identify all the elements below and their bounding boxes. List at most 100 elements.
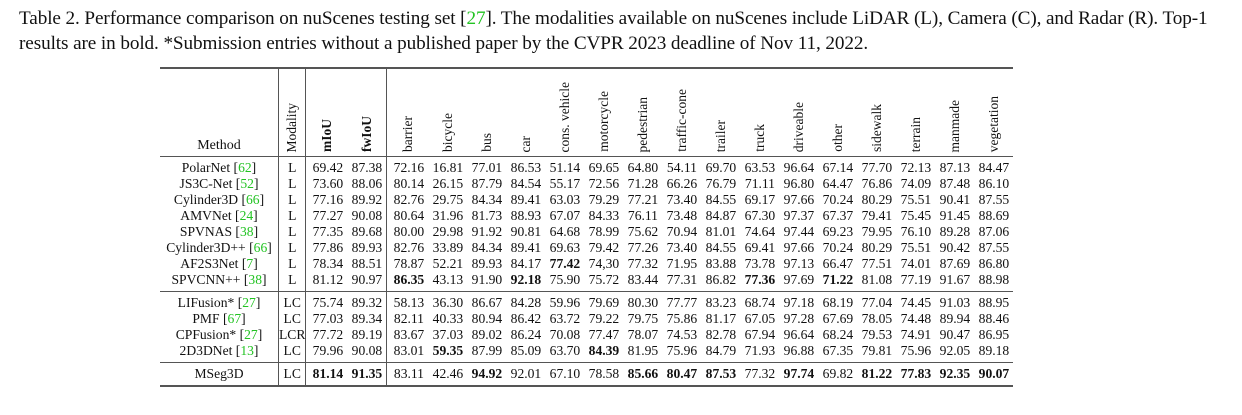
class-score-cell: 81.73 — [471, 208, 503, 223]
class-score-cell: 84.79 — [705, 343, 737, 358]
class-score-cell: 67.37 — [822, 208, 854, 223]
class-score-cell: 67.14 — [822, 160, 854, 175]
header-class-label: driveable — [791, 101, 807, 152]
class-score-cell: 80.00 — [386, 224, 429, 240]
header-class-vegetation: vegetation — [974, 68, 1013, 157]
class-score-cell: 97.66 — [783, 240, 815, 255]
modality-cell: L — [277, 208, 306, 224]
class-score-cell: 79.29 — [588, 192, 620, 207]
class-score-cell: 84.17 — [510, 256, 542, 271]
header-class-label: manmade — [947, 99, 963, 152]
fwiou-cell: 90.08 — [351, 343, 383, 358]
method-citation-link[interactable]: 27 — [242, 295, 256, 311]
method-citation-link[interactable]: 52 — [240, 176, 254, 192]
header-class-label: sidewalk — [869, 104, 885, 152]
class-score-cell: 90.41 — [939, 192, 971, 207]
class-score-cell: 29.98 — [432, 224, 464, 239]
class-score-cell: 84.34 — [471, 192, 503, 207]
header-class-pedestrian: pedestrian — [623, 68, 662, 157]
class-score-cell: 97.66 — [783, 192, 815, 207]
header-class-label: trailer — [713, 119, 729, 152]
class-score-cell: 80.29 — [861, 192, 893, 207]
method-name-cell: SPVNAS [38] — [179, 224, 259, 240]
class-score-cell: 59.96 — [549, 295, 581, 310]
class-score-cell: 70.24 — [822, 192, 854, 207]
class-score-cell: 97.13 — [783, 256, 815, 271]
class-score-cell: 73.78 — [744, 256, 776, 271]
class-score-cell: 29.75 — [432, 192, 464, 207]
class-score-cell: 88.93 — [510, 208, 542, 223]
caption-prefix: Table 2. Performance comparison on nuSce… — [19, 8, 467, 29]
miou-cell: 69.42 — [305, 156, 348, 176]
class-score-cell: 88.98 — [978, 272, 1010, 287]
class-score-cell: 51.14 — [549, 160, 581, 175]
fwiou-cell: 91.35 — [351, 366, 383, 381]
class-score-cell: 69.17 — [744, 192, 776, 207]
method-name: AMVNet — [180, 208, 232, 224]
class-score-cell: 83.01 — [386, 343, 429, 363]
class-score-cell: 78.05 — [861, 311, 893, 326]
fwiou-cell: 89.92 — [351, 192, 383, 207]
citation-link[interactable]: 27 — [466, 8, 486, 29]
class-score-cell: 71.95 — [666, 256, 698, 271]
method-citation-link[interactable]: 24 — [239, 208, 254, 224]
method-citation-link[interactable]: 62 — [238, 160, 252, 176]
method-name: 2D3DNet — [179, 343, 233, 359]
class-score-cell: 72.56 — [588, 176, 620, 191]
class-score-cell: 97.69 — [783, 272, 815, 287]
class-score-cell: 87.53 — [705, 366, 737, 381]
class-score-cell: 96.64 — [783, 160, 815, 175]
method-name-cell: AF2S3Net [7] — [180, 256, 258, 272]
header-class-driveable: driveable — [779, 68, 818, 157]
method-citation-link[interactable]: 13 — [240, 343, 254, 359]
class-score-cell: 83.23 — [705, 295, 737, 310]
class-score-cell: 96.64 — [783, 327, 815, 342]
modality-cell: L — [277, 256, 306, 272]
class-score-cell: 37.03 — [432, 327, 464, 342]
modality-cell: L — [277, 224, 306, 240]
class-score-cell: 74.09 — [900, 176, 932, 191]
header-class-trailer: trailer — [701, 68, 740, 157]
class-score-cell: 81.22 — [861, 366, 893, 381]
method-citation-link[interactable]: 66 — [246, 192, 260, 208]
class-score-cell: 78.87 — [386, 256, 429, 272]
class-score-cell: 85.09 — [510, 343, 542, 358]
class-score-cell: 74.01 — [900, 256, 932, 271]
class-score-cell: 76.79 — [705, 176, 737, 191]
class-score-cell: 79.53 — [861, 327, 893, 342]
class-score-cell: 16.81 — [432, 160, 464, 175]
class-score-cell: 79.95 — [861, 224, 893, 239]
class-score-cell: 73.48 — [666, 208, 698, 223]
method-name: Cylinder3D++ — [166, 240, 246, 256]
class-score-cell: 71.28 — [627, 176, 659, 191]
fwiou-cell: 89.68 — [351, 224, 383, 239]
method-citation-link[interactable]: 7 — [246, 256, 254, 272]
class-score-cell: 75.72 — [588, 272, 620, 287]
table-row: LIFusion* [27] LC 75.74 89.32 58.13 36.30 86.6… — [160, 291, 1014, 311]
class-score-cell: 74.91 — [900, 327, 932, 342]
class-score-cell: 91.90 — [471, 272, 503, 287]
method-name-cell: Cylinder3D [66] — [173, 192, 265, 208]
class-score-cell: 90.42 — [939, 240, 971, 255]
header-modality: Modality — [277, 68, 306, 157]
method-name: SPVNAS — [179, 224, 233, 240]
class-score-cell: 67.05 — [744, 311, 776, 326]
header-class-cons-vehicle: cons. vehicle — [545, 68, 584, 157]
class-score-cell: 74,30 — [588, 256, 620, 271]
class-score-cell: 80.30 — [627, 295, 659, 310]
method-citation-link[interactable]: 27 — [244, 327, 258, 343]
method-name-cell: LIFusion* [27] — [177, 295, 261, 311]
class-score-cell: 73.40 — [666, 240, 698, 255]
method-citation-link[interactable]: 67 — [227, 311, 242, 327]
class-score-cell: 77.51 — [861, 256, 893, 271]
class-score-cell: 64.68 — [549, 224, 581, 239]
method-citation-link[interactable]: 38 — [239, 224, 254, 240]
method-name-cell: MSeg3D — [160, 363, 279, 387]
class-score-cell: 90.07 — [978, 366, 1010, 381]
class-score-cell: 82.78 — [705, 327, 737, 342]
method-citation-link[interactable]: 66 — [253, 240, 268, 256]
modality-cell: L — [277, 240, 306, 256]
class-score-cell: 75.51 — [900, 192, 932, 207]
miou-cell: 73.60 — [305, 176, 348, 192]
method-citation-link[interactable]: 38 — [248, 272, 262, 288]
